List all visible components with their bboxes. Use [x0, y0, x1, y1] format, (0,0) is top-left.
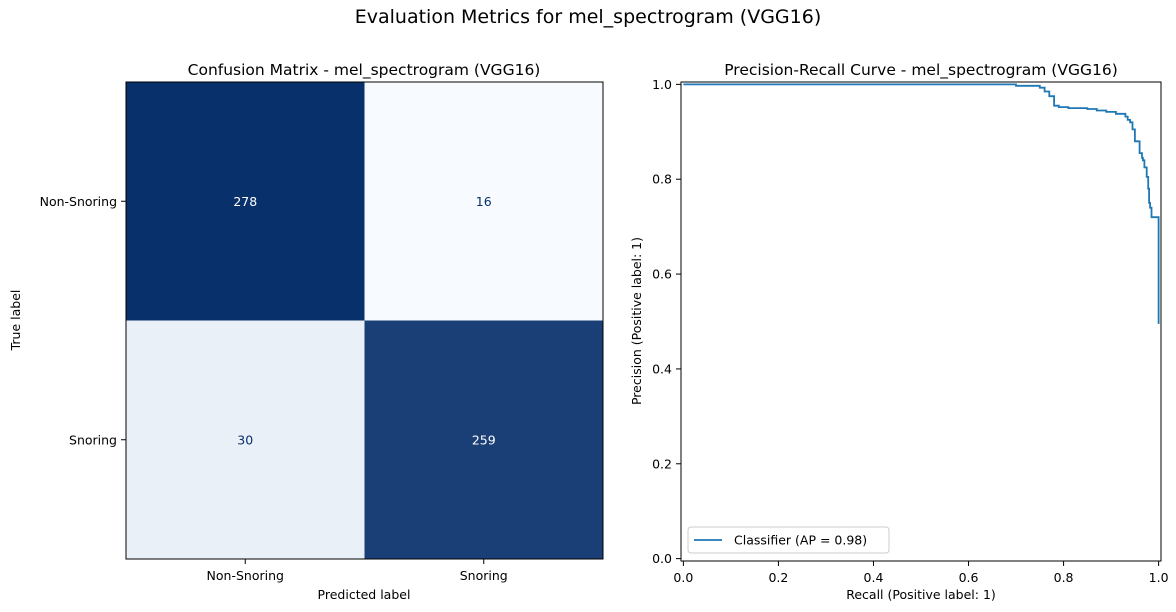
figure-title: Evaluation Metrics for mel_spectrogram (… [354, 6, 822, 28]
x-tick-label: Snoring [460, 568, 508, 583]
y-tick-label: 0.0 [652, 551, 672, 566]
matrix-cell [126, 320, 365, 559]
confusion-matrix-panel: Confusion Matrix - mel_spectrogram (VGG1… [8, 61, 604, 602]
pr-curve-line [683, 83, 1160, 324]
x-tick-label: 0.0 [673, 570, 693, 585]
y-tick-label: 0.6 [652, 267, 672, 282]
x-tick-label: Non-Snoring [207, 568, 284, 583]
y-tick-label: Snoring [69, 432, 117, 447]
y-tick-label: 0.2 [652, 456, 672, 471]
cell-value-label: 278 [233, 194, 257, 209]
precision-recall-panel: Precision-Recall Curve - mel_spectrogram… [629, 61, 1169, 602]
cell-value-label: 30 [237, 432, 253, 447]
x-tick-label: 0.4 [864, 570, 884, 585]
precision-recall-ylabel: Precision (Positive label: 1) [629, 237, 644, 405]
precision-recall-title: Precision-Recall Curve - mel_spectrogram… [724, 61, 1118, 80]
y-tick-label: 0.4 [652, 361, 672, 376]
confusion-matrix-title: Confusion Matrix - mel_spectrogram (VGG1… [188, 61, 541, 80]
x-tick-label: 0.2 [768, 570, 788, 585]
matrix-cell [364, 320, 603, 559]
x-tick-label: 0.6 [959, 570, 979, 585]
precision-recall-frame [680, 81, 1162, 562]
cell-value-label: 259 [472, 432, 496, 447]
x-tick-label: 1.0 [1149, 570, 1169, 585]
cell-value-label: 16 [476, 194, 492, 209]
x-tick-label: 0.8 [1054, 570, 1074, 585]
y-tick-label: 0.8 [652, 172, 672, 187]
matrix-cell [364, 82, 603, 321]
legend-box [687, 526, 890, 554]
confusion-matrix-frame [125, 81, 604, 560]
confusion-matrix-ylabel: True label [8, 290, 23, 352]
confusion-matrix-xlabel: Predicted label [318, 587, 411, 602]
y-tick-label: 1.0 [652, 77, 672, 92]
matrix-cell [126, 82, 365, 321]
legend-label: Classifier (AP = 0.98) [734, 533, 867, 548]
precision-recall-xlabel: Recall (Positive label: 1) [846, 587, 996, 602]
legend: Classifier (AP = 0.98) [687, 526, 890, 554]
y-tick-label: Non-Snoring [40, 194, 117, 209]
